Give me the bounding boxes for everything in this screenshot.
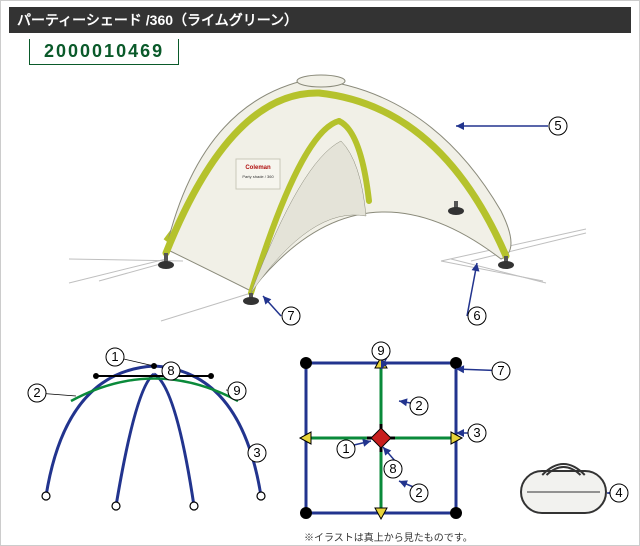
- svg-text:6: 6: [473, 308, 480, 323]
- page: パーティーシェード /360（ライムグリーン） 2000010469 Colem…: [0, 0, 640, 546]
- svg-text:8: 8: [167, 363, 174, 378]
- svg-text:5: 5: [554, 118, 561, 133]
- svg-text:2: 2: [415, 485, 422, 500]
- svg-text:7: 7: [287, 308, 294, 323]
- svg-text:2: 2: [415, 398, 422, 413]
- diagram-canvas: Coleman Party shade / 360 5 6 7 1 2 8 9 3 9 7 2 3 1 8 2 4: [1, 1, 640, 546]
- tent-illustration: [69, 75, 586, 321]
- svg-text:8: 8: [389, 461, 396, 476]
- svg-text:3: 3: [253, 445, 260, 460]
- svg-text:2: 2: [33, 385, 40, 400]
- svg-text:Coleman: Coleman: [245, 165, 271, 171]
- svg-text:3: 3: [473, 425, 480, 440]
- svg-text:4: 4: [615, 485, 622, 500]
- carry-bag: [521, 464, 606, 513]
- svg-text:1: 1: [342, 441, 349, 456]
- svg-text:9: 9: [233, 383, 240, 398]
- top-view-diagram: [300, 357, 462, 519]
- svg-text:7: 7: [497, 363, 504, 378]
- svg-text:1: 1: [111, 349, 118, 364]
- top-view-caption: ※イラストは真上から見たものです。: [304, 529, 473, 544]
- svg-text:9: 9: [377, 343, 384, 358]
- svg-text:Party shade / 360: Party shade / 360: [242, 174, 274, 179]
